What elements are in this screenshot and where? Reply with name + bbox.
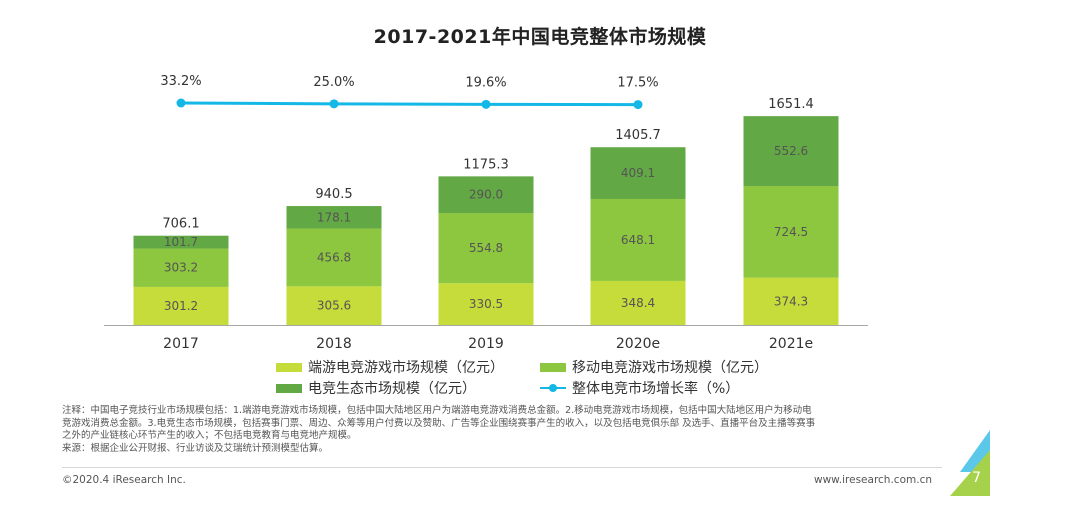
stacked-bar-chart: 301.2 303.2 101.7 706.1 2017 305.6 456.8 178.1 9… [104,74,868,352]
growth-point [176,98,186,108]
bar-segment [286,228,382,287]
data-label: 290.0 [469,188,503,202]
total-label: 1175.3 [463,157,509,172]
x-tick-label: 2017 [163,336,199,352]
growth-point [329,99,339,109]
x-tick-label: 2020e [616,336,660,352]
notes-line-2: 竞游戏消费总金额。3.电竞生态市场规模，包括赛事门票、周边、众筹等用户付费以及赞… [62,417,816,429]
total-label: 1405.7 [615,128,661,143]
page-number: 7 [972,470,981,486]
bar-segment [590,198,686,281]
legend-swatch-ecosystem [276,383,302,393]
legend-label-growth-rate: 整体电竞市场增长率（%） [572,381,740,397]
legend-item-mobile-esports: 移动电竞游戏市场规模（亿元） [540,357,768,377]
data-label: 552.6 [774,144,808,158]
data-label: 554.8 [469,241,503,255]
legend-label-mobile-esports: 移动电竞游戏市场规模（亿元） [572,360,768,376]
total-label: 1651.4 [768,97,814,112]
growth-label: 19.6% [465,75,506,90]
legend-label-ecosystem: 电竞生态市场规模（亿元） [308,381,476,397]
data-label: 101.7 [164,235,198,249]
notes-line-3: 之外的产业链核心环节产生的收入；不包括电竞教育与电竞地产规模。 [62,430,357,441]
chart-notes: 注释：中国电子竞技行业市场规模包括：1.端游电竞游戏市场规模，包括中国大陆地区用… [62,405,942,455]
legend-swatch-mobile-esports [540,362,566,372]
bar-segment [133,248,229,287]
data-label: 301.2 [164,299,198,313]
growth-label: 33.2% [160,74,201,89]
growth-label: 25.0% [313,75,354,90]
data-label: 409.1 [621,166,655,180]
bar-segment [743,277,839,325]
bar-segment [743,186,839,278]
bar-segment [286,286,382,325]
data-label: 648.1 [621,233,655,247]
bar-segment [590,147,686,199]
growth-label: 17.5% [617,76,658,91]
growth-point [481,99,491,109]
chart-title: 2017-2021年中国电竞整体市场规模 [373,26,707,48]
legend-label-pc-esports: 端游电竞游戏市场规模（亿元） [308,360,504,376]
legend-swatch-pc-esports [276,362,302,372]
total-label: 706.1 [162,217,199,232]
total-label: 940.5 [315,187,352,202]
legend-line-icon [540,382,566,394]
legend-item-ecosystem: 电竞生态市场规模（亿元） [276,378,476,398]
bar-segment [286,206,382,229]
data-label: 303.2 [164,261,198,275]
website-link[interactable]: www.iresearch.com.cn [813,474,932,486]
growth-point [633,100,643,110]
data-label: 456.8 [317,250,351,264]
data-label: 348.4 [621,296,655,310]
copyright-text: ©2020.4 iResearch Inc. [62,474,186,486]
legend-item-growth-rate: 整体电竞市场增长率（%） [540,378,739,398]
bar-segment [743,116,839,187]
footer-divider [62,467,942,468]
data-label: 724.5 [774,225,808,239]
bar-segment [438,213,534,284]
bar-segment [438,176,534,214]
x-tick-label: 2021e [769,336,813,352]
x-tick-label: 2018 [316,336,352,352]
bar-segment [133,286,229,325]
data-label: 330.5 [469,297,503,311]
data-label: 178.1 [317,210,351,224]
bar-segment [438,283,534,325]
x-tick-label: 2019 [468,336,504,352]
bar-segment [590,280,686,325]
data-label: 374.3 [774,294,808,308]
notes-source: 来源：根据企业公开财报、行业访谈及艾瑞统计预测模型估算。 [62,442,329,454]
legend-item-pc-esports: 端游电竞游戏市场规模（亿元） [276,357,504,377]
bar-segment [133,235,229,249]
data-label: 305.6 [317,299,351,313]
notes-line-1: 注释：中国电子竞技行业市场规模包括：1.端游电竞游戏市场规模，包括中国大陆地区用… [62,405,812,416]
growth-line [180,101,639,107]
corner-decoration [950,430,990,496]
